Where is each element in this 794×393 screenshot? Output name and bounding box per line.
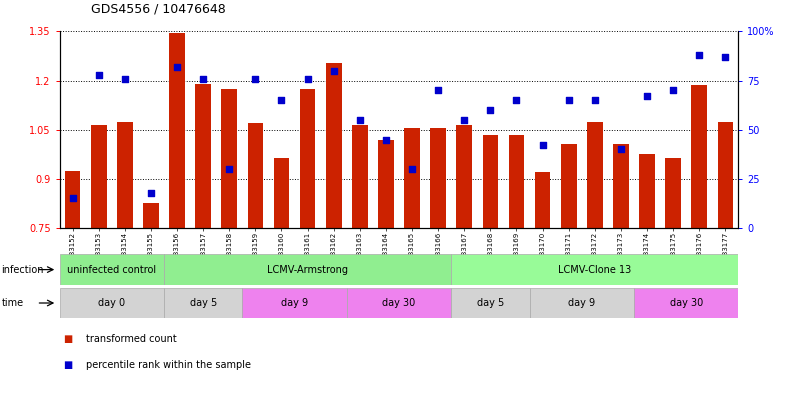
Point <box>145 189 157 196</box>
Point <box>301 75 314 82</box>
Bar <box>248 123 264 393</box>
Text: time: time <box>2 298 24 308</box>
Point <box>406 166 418 172</box>
Point <box>118 75 131 82</box>
Bar <box>242 288 347 318</box>
Bar <box>457 125 472 393</box>
Point <box>197 75 210 82</box>
Text: day 5: day 5 <box>476 298 504 308</box>
Point <box>562 97 575 103</box>
Bar <box>222 89 237 393</box>
Point <box>276 97 288 103</box>
Bar <box>195 84 211 393</box>
Text: day 0: day 0 <box>98 298 125 308</box>
Point <box>92 72 105 78</box>
Bar <box>274 158 289 393</box>
Bar <box>483 135 498 393</box>
Point <box>588 97 601 103</box>
Point <box>458 117 471 123</box>
Bar <box>430 128 446 393</box>
Text: transformed count: transformed count <box>86 334 176 344</box>
Text: infection: infection <box>2 264 44 275</box>
Bar <box>404 128 420 393</box>
Text: percentile rank within the sample: percentile rank within the sample <box>86 360 251 369</box>
Bar <box>143 204 159 393</box>
Text: ■: ■ <box>64 360 72 369</box>
Text: uninfected control: uninfected control <box>67 264 156 275</box>
Bar <box>613 145 629 393</box>
Point <box>249 75 262 82</box>
Point <box>66 195 79 202</box>
Bar <box>300 89 315 393</box>
Bar <box>326 62 341 393</box>
Point <box>510 97 522 103</box>
Point <box>615 146 627 152</box>
Bar <box>718 121 733 393</box>
Text: day 9: day 9 <box>569 298 596 308</box>
Bar <box>117 121 133 393</box>
Bar <box>634 288 738 318</box>
Point <box>380 136 392 143</box>
Point <box>641 93 653 99</box>
Bar <box>60 288 164 318</box>
Text: day 30: day 30 <box>669 298 703 308</box>
Point <box>432 87 445 94</box>
Bar <box>65 171 80 393</box>
Bar <box>347 288 451 318</box>
Point <box>171 64 183 70</box>
Bar <box>91 125 106 393</box>
Point <box>484 107 497 113</box>
Text: ■: ■ <box>64 334 72 344</box>
Bar <box>665 158 681 393</box>
Text: day 30: day 30 <box>383 298 415 308</box>
Bar <box>530 288 634 318</box>
Text: day 9: day 9 <box>281 298 308 308</box>
Bar <box>535 172 550 393</box>
Point <box>223 166 236 172</box>
Bar <box>509 135 524 393</box>
Point <box>719 54 732 60</box>
Bar <box>561 145 576 393</box>
Text: LCMV-Armstrong: LCMV-Armstrong <box>267 264 348 275</box>
Text: GDS4556 / 10476648: GDS4556 / 10476648 <box>91 3 226 16</box>
Bar <box>60 254 164 285</box>
Text: day 5: day 5 <box>190 298 217 308</box>
Bar <box>639 154 655 393</box>
Bar <box>169 33 185 393</box>
Bar <box>352 125 368 393</box>
Bar <box>378 140 394 393</box>
Point <box>327 68 340 74</box>
Bar <box>587 121 603 393</box>
Point <box>693 52 706 58</box>
Bar <box>164 288 242 318</box>
Bar <box>451 288 530 318</box>
Bar <box>692 86 707 393</box>
Text: LCMV-Clone 13: LCMV-Clone 13 <box>558 264 631 275</box>
Point <box>536 142 549 149</box>
Bar <box>451 254 738 285</box>
Point <box>353 117 366 123</box>
Bar <box>164 254 451 285</box>
Point <box>667 87 680 94</box>
